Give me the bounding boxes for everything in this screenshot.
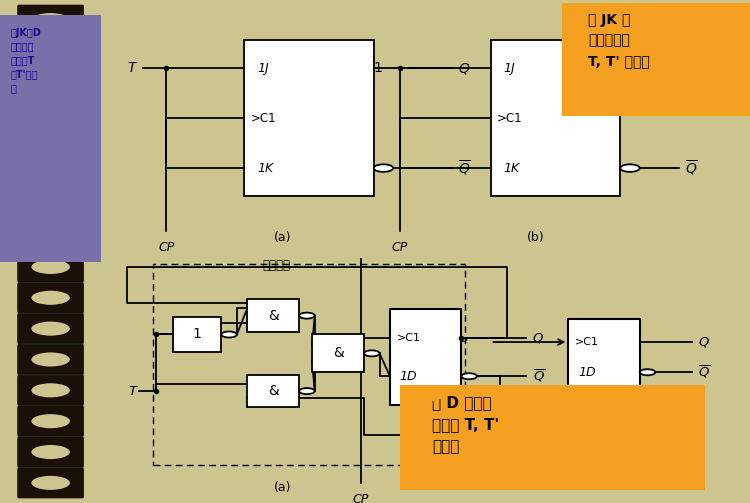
Ellipse shape: [32, 321, 70, 336]
Text: >C1: >C1: [574, 337, 598, 347]
Circle shape: [299, 312, 315, 319]
Ellipse shape: [32, 75, 70, 89]
Text: $\overline{Q}$: $\overline{Q}$: [458, 158, 471, 178]
FancyBboxPatch shape: [18, 67, 83, 97]
Text: 用 D 触发器
构成的 T, T'
触发器: 用 D 触发器 构成的 T, T' 触发器: [432, 395, 500, 454]
Text: 转换电路: 转换电路: [262, 259, 290, 272]
Bar: [248, 375, 299, 407]
Text: 1D: 1D: [578, 366, 596, 379]
Text: Q: Q: [698, 336, 709, 349]
Text: $\overline{Q}$: $\overline{Q}$: [532, 368, 545, 384]
Ellipse shape: [32, 383, 70, 397]
Circle shape: [364, 351, 380, 357]
Text: 1J: 1J: [257, 62, 268, 75]
FancyBboxPatch shape: [18, 252, 83, 282]
Text: 1K: 1K: [257, 161, 273, 175]
FancyBboxPatch shape: [400, 385, 704, 490]
Text: &: &: [333, 347, 344, 360]
Text: CP: CP: [158, 241, 174, 255]
Ellipse shape: [32, 106, 70, 120]
Text: 1J: 1J: [503, 62, 515, 75]
FancyBboxPatch shape: [562, 3, 750, 116]
FancyBboxPatch shape: [18, 190, 83, 220]
Text: (a): (a): [274, 481, 292, 494]
Text: T: T: [129, 385, 137, 397]
FancyBboxPatch shape: [18, 468, 83, 498]
Text: >C1: >C1: [497, 112, 523, 125]
FancyBboxPatch shape: [18, 5, 83, 35]
Ellipse shape: [32, 476, 70, 490]
FancyBboxPatch shape: [18, 406, 83, 436]
FancyBboxPatch shape: [18, 283, 83, 313]
Ellipse shape: [32, 44, 70, 58]
Ellipse shape: [32, 414, 70, 428]
Circle shape: [620, 164, 640, 172]
Bar: [490, 40, 620, 196]
Text: 由 JK 触
发器构成的
T, T' 触发器: 由 JK 触 发器构成的 T, T' 触发器: [588, 13, 650, 68]
Text: T: T: [128, 61, 136, 75]
Text: >C1: >C1: [251, 112, 276, 125]
Circle shape: [461, 373, 477, 379]
Text: 1K: 1K: [503, 161, 520, 175]
Text: (b): (b): [527, 231, 544, 244]
Circle shape: [299, 388, 315, 394]
Text: CP: CP: [352, 493, 369, 503]
Bar: [390, 309, 461, 405]
Text: 1: 1: [374, 61, 382, 75]
Ellipse shape: [32, 136, 70, 150]
Ellipse shape: [32, 198, 70, 212]
FancyBboxPatch shape: [18, 313, 83, 344]
Text: &: &: [268, 384, 278, 398]
Bar: [172, 317, 221, 352]
Text: (a): (a): [274, 231, 292, 244]
Text: 用JK、D
触发器转
换实现T
和T'触发
器: 用JK、D 触发器转 换实现T 和T'触发 器: [10, 28, 40, 94]
Circle shape: [221, 331, 237, 338]
FancyBboxPatch shape: [18, 128, 83, 158]
FancyBboxPatch shape: [18, 221, 83, 251]
Text: Q: Q: [686, 61, 696, 75]
Bar: [568, 319, 640, 395]
Text: Q: Q: [458, 61, 469, 75]
Ellipse shape: [32, 353, 70, 367]
FancyBboxPatch shape: [18, 345, 83, 375]
Text: 1D: 1D: [400, 370, 417, 383]
Ellipse shape: [32, 13, 70, 27]
Circle shape: [640, 369, 656, 375]
Bar: [244, 40, 374, 196]
Ellipse shape: [32, 445, 70, 459]
Ellipse shape: [32, 167, 70, 182]
FancyBboxPatch shape: [18, 437, 83, 467]
Ellipse shape: [32, 260, 70, 274]
FancyBboxPatch shape: [18, 36, 83, 66]
Text: CP: CP: [392, 241, 408, 255]
Text: $\overline{Q}$: $\overline{Q}$: [686, 158, 698, 178]
Bar: [153, 264, 464, 465]
Text: CP: CP: [452, 336, 468, 349]
Text: &: &: [268, 309, 278, 322]
Text: Q: Q: [532, 331, 543, 345]
FancyBboxPatch shape: [18, 159, 83, 190]
Text: $\overline{Q}$: $\overline{Q}$: [698, 364, 710, 380]
Text: 1: 1: [193, 327, 202, 342]
FancyBboxPatch shape: [18, 98, 83, 128]
Ellipse shape: [32, 229, 70, 243]
Circle shape: [374, 164, 393, 172]
Text: >C1: >C1: [397, 333, 421, 343]
Bar: [248, 299, 299, 332]
FancyBboxPatch shape: [18, 375, 83, 405]
Ellipse shape: [32, 291, 70, 305]
Bar: [312, 334, 364, 372]
FancyBboxPatch shape: [0, 15, 101, 262]
